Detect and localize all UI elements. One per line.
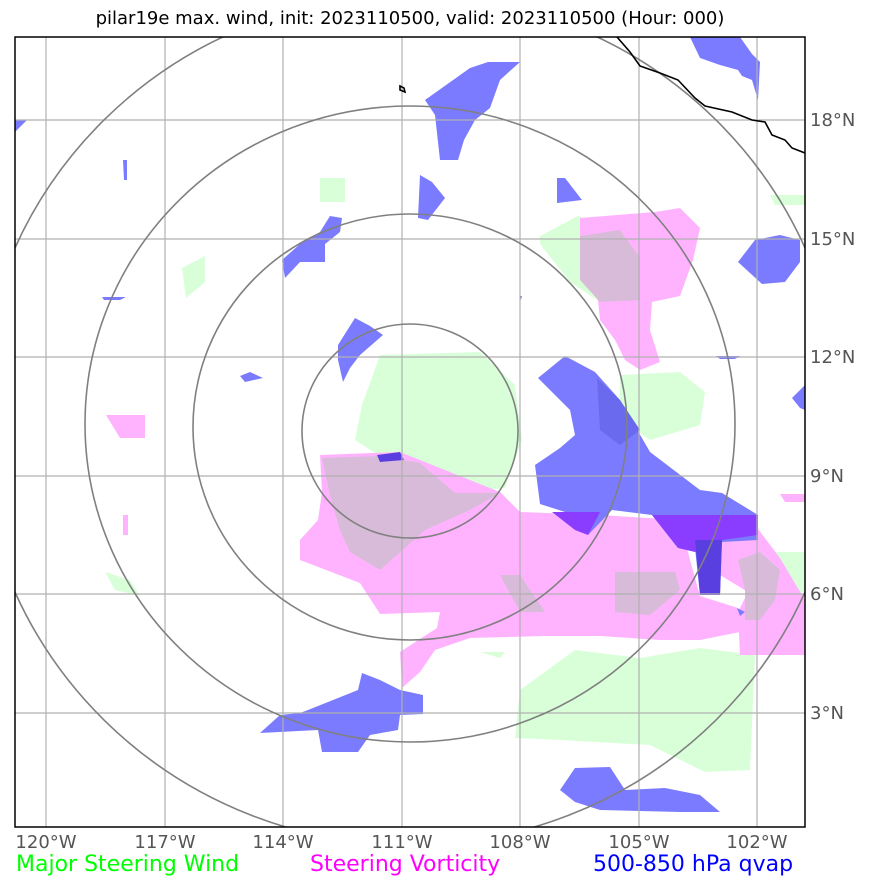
- lat-tick: 12°N: [810, 347, 855, 368]
- graticule: [15, 37, 805, 827]
- qvap-area-far-south: [560, 767, 720, 812]
- lat-tick: 6°N: [810, 584, 844, 605]
- lon-tick: 117°W: [134, 832, 195, 853]
- wind-area-mideast: [620, 372, 705, 440]
- lon-tick: 120°W: [15, 832, 76, 853]
- distance-rings: [15, 37, 805, 827]
- ring-third: [84, 105, 736, 743]
- coastline: [399, 37, 805, 154]
- lat-tick: 9°N: [810, 466, 844, 487]
- lon-tick: 102°W: [726, 832, 787, 853]
- qvap-area-north: [425, 62, 520, 160]
- lat-tick: 3°N: [810, 703, 844, 724]
- longitude-tick-labels: 120°W 117°W 114°W 111°W 108°W 105°W 102°…: [15, 832, 787, 853]
- lon-tick: 114°W: [252, 832, 313, 853]
- ring-second: [192, 213, 628, 641]
- map-title: pilar19e max. wind, init: 2023110500, va…: [95, 8, 725, 29]
- lat-tick: 15°N: [810, 229, 855, 250]
- wind-area-south: [515, 648, 755, 772]
- ring-inner: [301, 323, 519, 539]
- lon-tick: 111°W: [371, 832, 432, 853]
- wind-area-west: [182, 256, 205, 298]
- lon-tick: 108°W: [489, 832, 550, 853]
- map-frame: [14, 36, 806, 828]
- lon-tick: 105°W: [608, 832, 669, 853]
- lat-tick: 18°N: [810, 110, 855, 131]
- legend-qvap: 500-850 hPa qvap: [593, 852, 794, 877]
- latitude-tick-labels: 18°N 15°N 12°N 9°N 6°N 3°N: [810, 110, 855, 724]
- legend-vorticity: Steering Vorticity: [310, 852, 501, 877]
- legend-wind: Major Steering Wind: [16, 852, 240, 877]
- overlap-areas: [322, 230, 780, 620]
